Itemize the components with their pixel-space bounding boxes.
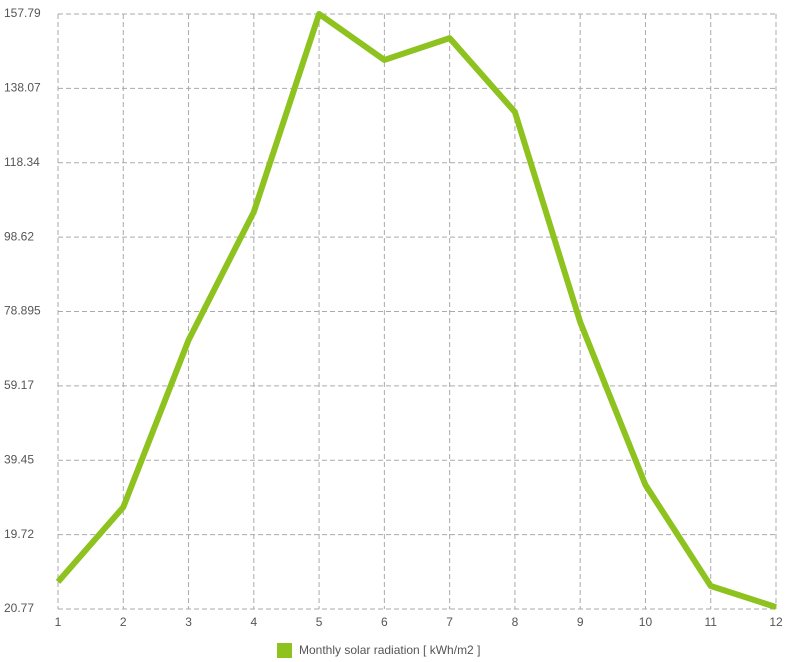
x-tick-label: 9 — [577, 615, 584, 629]
x-tick-label: 5 — [316, 615, 323, 629]
x-tick-label: 1 — [55, 615, 62, 629]
y-tick-label: 157.79 — [4, 6, 41, 20]
y-tick-label: 138.07 — [4, 81, 41, 95]
x-tick-label: 6 — [381, 615, 388, 629]
y-tick-label: 118.34 — [4, 155, 40, 169]
legend-label: Monthly solar radiation [ kWh/m2 ] — [299, 643, 480, 657]
x-tick-label: 11 — [704, 615, 717, 629]
x-tick-label: 12 — [769, 615, 783, 629]
x-tick-label: 10 — [639, 615, 653, 629]
data-line — [55, 10, 777, 610]
x-tick-label: 3 — [185, 615, 192, 629]
y-tick-label: 39.45 — [4, 452, 34, 466]
x-tick-label: 7 — [446, 615, 453, 629]
y-tick-label: 20.77 — [4, 601, 34, 615]
y-tick-label: 98.62 — [4, 229, 34, 243]
x-tick-label: 2 — [120, 615, 127, 629]
legend-swatch — [277, 643, 292, 658]
y-tick-label: 78.895 — [4, 304, 41, 318]
x-tick-label: 4 — [250, 615, 257, 629]
y-tick-label: 59.17 — [4, 378, 34, 392]
x-tick-label: 8 — [512, 615, 519, 629]
y-tick-label: 19.72 — [4, 527, 34, 541]
